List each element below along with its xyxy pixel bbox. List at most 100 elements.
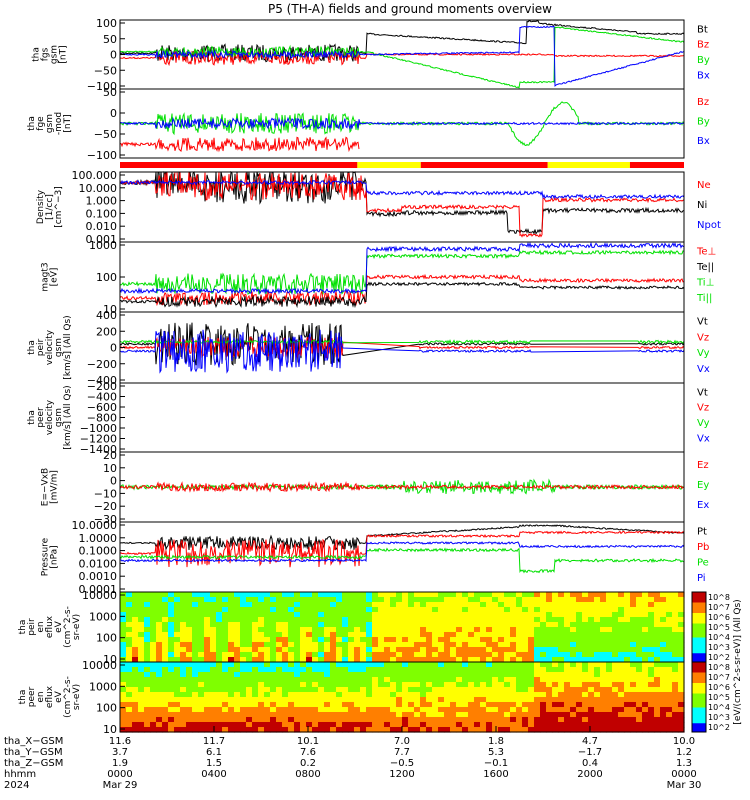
colorbar-cell bbox=[692, 691, 706, 694]
peer-spec-cell bbox=[552, 692, 559, 698]
peir-spec-cell bbox=[360, 657, 367, 663]
peer-spec-cell bbox=[306, 712, 313, 718]
peir-spec-cell bbox=[438, 592, 445, 598]
peir-spec-cell bbox=[300, 632, 307, 638]
peir-spec-cell bbox=[612, 602, 619, 608]
peir-spec-cell bbox=[402, 632, 409, 638]
peir-spec-cell bbox=[180, 612, 187, 618]
peer-spec-cell bbox=[540, 687, 547, 693]
x-tick-label: 1.8 bbox=[488, 736, 504, 747]
peer-spec-cell bbox=[234, 672, 241, 678]
peir-spec-cell bbox=[426, 597, 433, 603]
peer-spec-cell bbox=[216, 662, 223, 668]
peer-spec-cell bbox=[534, 692, 541, 698]
peir-spec-cell bbox=[474, 632, 481, 638]
peir-spec-cell bbox=[396, 637, 403, 643]
peir-spec-cell bbox=[540, 642, 547, 648]
peir-spec-cell bbox=[228, 652, 235, 658]
peer-spec-cell bbox=[666, 722, 673, 728]
peir-spec-cell bbox=[198, 647, 205, 653]
y-tick-label-density: 0.100 bbox=[86, 207, 118, 220]
peer-spec-cell bbox=[648, 707, 655, 713]
te-par bbox=[119, 281, 685, 309]
peir-spec-cell bbox=[336, 642, 343, 648]
peer-spec-cell bbox=[564, 697, 571, 703]
peer-spec-cell bbox=[468, 712, 475, 718]
peir-spec-cell bbox=[216, 652, 223, 658]
peer-spec-cell bbox=[294, 682, 301, 688]
peir-spec-cell bbox=[126, 602, 133, 608]
peir-spec-cell bbox=[624, 602, 631, 608]
peer-spec-cell bbox=[606, 677, 613, 683]
y-axis-title-pressure: [nPa] bbox=[50, 545, 60, 568]
peir-spec-cell bbox=[336, 617, 343, 623]
peer-spec-cell bbox=[276, 677, 283, 683]
peir-spec-cell bbox=[606, 602, 613, 608]
peer-spec-cell bbox=[624, 722, 631, 728]
peer-spec-cell bbox=[132, 712, 139, 718]
peer-spec-cell bbox=[510, 677, 517, 683]
peer-spec-cell bbox=[540, 712, 547, 718]
peir-spec-cell bbox=[294, 632, 301, 638]
peir-spec-cell bbox=[144, 617, 151, 623]
peer-spec-cell bbox=[264, 697, 271, 703]
peer-spec-cell bbox=[330, 707, 337, 713]
peer-spec-cell bbox=[564, 722, 571, 728]
peer-spec-cell bbox=[270, 712, 277, 718]
colorbar-cell bbox=[692, 728, 706, 731]
peir-spec-cell bbox=[462, 657, 469, 663]
peir-spec-cell bbox=[618, 647, 625, 653]
peir-spec-cell bbox=[252, 627, 259, 633]
peer-spec-cell bbox=[414, 677, 421, 683]
peer-spec-cell bbox=[366, 702, 373, 708]
colorbar-tick-label: 10^5 bbox=[708, 623, 730, 632]
peer-spec-cell bbox=[582, 712, 589, 718]
peer-spec-cell bbox=[540, 692, 547, 698]
peir-spec-cell bbox=[288, 602, 295, 608]
peer-spec-cell bbox=[420, 687, 427, 693]
peer-spec-cell bbox=[672, 707, 679, 713]
peir-spec-cell bbox=[270, 637, 277, 643]
peir-spec-cell bbox=[474, 627, 481, 633]
peir-spec-cell bbox=[468, 622, 475, 628]
peer-spec-cell bbox=[354, 717, 361, 723]
peir-spec-cell bbox=[174, 607, 181, 613]
peir-spec-cell bbox=[174, 597, 181, 603]
peir-spec-cell bbox=[672, 592, 679, 598]
peir-spec-cell bbox=[174, 617, 181, 623]
peir-spec-cell bbox=[240, 657, 247, 663]
peir-spec-cell bbox=[360, 612, 367, 618]
peer-spec-cell bbox=[450, 727, 457, 733]
peer-spec-cell bbox=[330, 667, 337, 673]
peir-spec-cell bbox=[420, 642, 427, 648]
peir-spec-cell bbox=[318, 617, 325, 623]
y-tick-label-pressure: 0.0100 bbox=[79, 557, 118, 570]
peir-spec-cell bbox=[516, 597, 523, 603]
colorbar-cell bbox=[692, 658, 706, 661]
y-tick-label-peir_spec: 10 bbox=[103, 653, 117, 666]
peer-spec-cell bbox=[348, 722, 355, 728]
peir-spec-cell bbox=[534, 617, 541, 623]
peir-spec-cell bbox=[372, 642, 379, 648]
peir-spec-cell bbox=[642, 622, 649, 628]
peir-spec-cell bbox=[666, 597, 673, 603]
peer-spec-cell bbox=[246, 722, 253, 728]
peer-spec-cell bbox=[150, 687, 157, 693]
peir-spec-cell bbox=[198, 627, 205, 633]
peer-spec-cell bbox=[492, 672, 499, 678]
peir-spec-cell bbox=[486, 597, 493, 603]
peer-spec-cell bbox=[186, 722, 193, 728]
peer-spec-cell bbox=[324, 687, 331, 693]
peer-spec-cell bbox=[270, 702, 277, 708]
peer-spec-cell bbox=[552, 712, 559, 718]
peir-spec-cell bbox=[216, 612, 223, 618]
peir-spec-cell bbox=[390, 647, 397, 653]
peer-spec-cell bbox=[300, 662, 307, 668]
peir-spec-cell bbox=[654, 622, 661, 628]
peer-spec-cell bbox=[186, 662, 193, 668]
colorbar-cell bbox=[692, 676, 706, 679]
peir-spec-cell bbox=[564, 617, 571, 623]
peer-spec-cell bbox=[630, 672, 637, 678]
peer-spec-cell bbox=[648, 672, 655, 678]
peir-spec-cell bbox=[612, 642, 619, 648]
